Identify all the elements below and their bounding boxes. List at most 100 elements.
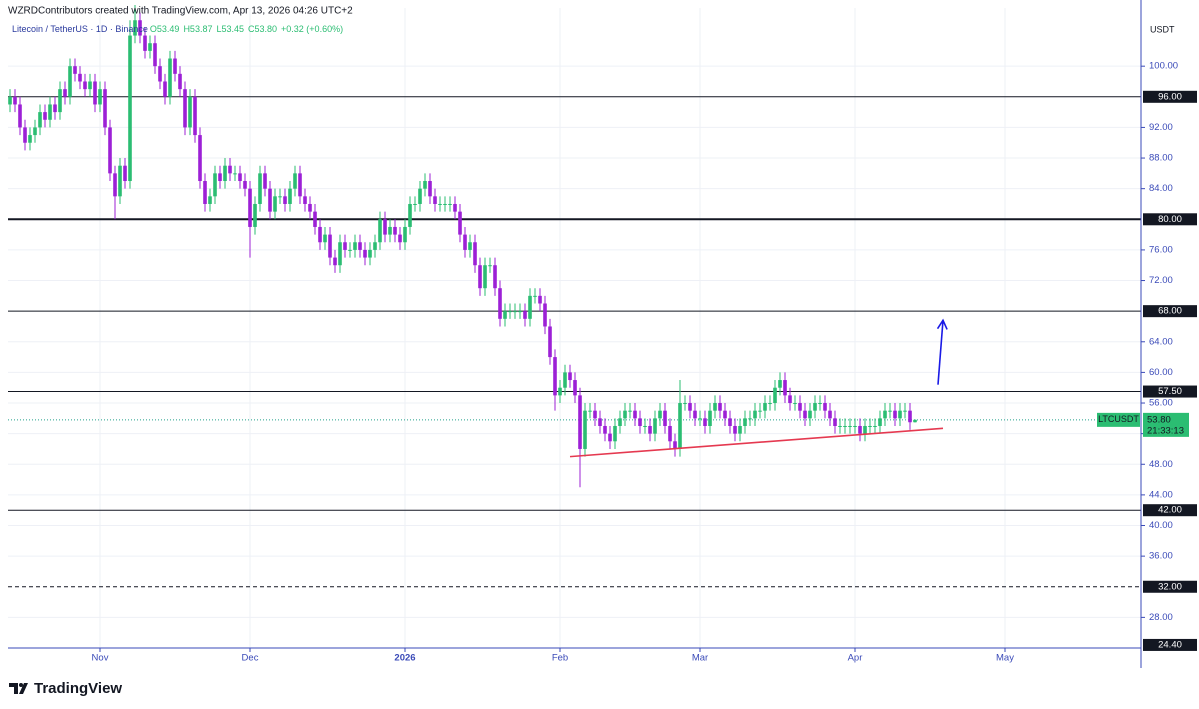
candle-body [733,425,737,434]
candle-body [263,173,267,189]
last-price-box [1143,412,1189,437]
candle-body [458,211,462,235]
x-tick-label: May [996,653,1014,664]
candle-body [403,226,407,243]
candle-body [383,219,387,235]
candle-body [568,372,572,381]
candle-body [438,203,442,205]
candle-body [473,242,477,266]
y-tick-label: 84.00 [1149,183,1173,194]
x-tick-label: Dec [242,653,259,664]
candle-body [418,188,422,204]
candle-body [553,357,557,396]
candle-body [858,425,862,434]
candle-body [603,425,607,434]
candle-body [878,418,882,426]
candle-body [33,127,37,136]
candle-body [163,81,167,97]
level-label: 57.50 [1158,386,1182,397]
candle-body [428,181,432,197]
candle-body [658,410,662,419]
candle-body [143,35,147,51]
candle-body [503,311,507,319]
candle-body [728,418,732,426]
candle-body [318,226,322,243]
candle-body [193,96,197,136]
candle-body [408,203,412,227]
ohlc-legend: Litecoin / TetherUS · 1D · Binance O53.49… [12,24,343,34]
candle-body [608,433,612,442]
symbol-box [1097,412,1140,427]
axes: 28.0036.0040.0044.0048.0052.0056.0060.00… [92,61,1197,664]
candle-body [898,410,902,419]
candle-body [343,242,347,250]
candle-body [573,380,577,396]
candle-body [848,425,852,427]
candle-body [743,418,747,426]
level-label-box [1143,504,1197,517]
candle-body [48,104,52,120]
low-value: L53.45 [216,24,244,34]
candle-body [888,410,892,412]
candle-body [623,410,627,419]
candle-body [513,311,517,313]
candle-body [893,410,897,419]
candle-body [73,66,77,74]
candle-body [593,410,597,419]
candle-body [153,43,157,67]
candle-body [508,311,512,313]
candle-body [643,425,647,427]
candle-body [433,196,437,204]
x-tick-label: Apr [848,653,863,664]
candle-body [468,242,472,250]
candle-body [693,410,697,419]
brand-logo [9,683,28,694]
candle-body [258,173,262,204]
candle-body [698,418,702,420]
candle-body [268,188,272,212]
y-tick-label: 44.00 [1149,489,1173,500]
candle-body [663,410,667,426]
candle-body [348,249,352,251]
candle-body [668,425,672,442]
candle-body [413,203,417,205]
candle-body [763,403,767,411]
candle-body [78,73,82,82]
candle-body [718,403,722,411]
candle-body [498,288,502,319]
candle-body [518,311,522,313]
candle-body [488,265,492,267]
candle-body [58,89,62,113]
candle-body [253,203,257,227]
y-tick-label: 100.00 [1149,61,1178,72]
candle-body [618,418,622,426]
candle-body [853,425,857,427]
candle-body [43,112,47,120]
y-tick-label: 36.00 [1149,551,1173,562]
candle-body [673,441,677,449]
candle-body [908,410,912,423]
level-label-box [1143,305,1197,318]
candle-body [133,20,137,36]
candle-body [528,295,532,319]
candle-body [218,173,222,182]
candle-body [868,425,872,427]
candle-body [738,425,742,434]
candle-body [753,410,757,419]
candle-body [533,295,537,297]
candle-body [588,410,592,412]
candle-body [88,81,92,90]
candle-body [628,410,632,412]
y-tick-label: 40.00 [1149,520,1173,531]
level-label-box [1143,90,1197,103]
candle-body [778,380,782,388]
candle-body [233,173,237,175]
candle-body [823,403,827,411]
candle-body [378,219,382,243]
candle-body [208,196,212,204]
candle-body [308,203,312,212]
y-tick-label: 56.00 [1149,398,1173,409]
candle-body [773,387,777,404]
candle-body [328,234,332,258]
x-tick-label: Nov [92,653,109,664]
